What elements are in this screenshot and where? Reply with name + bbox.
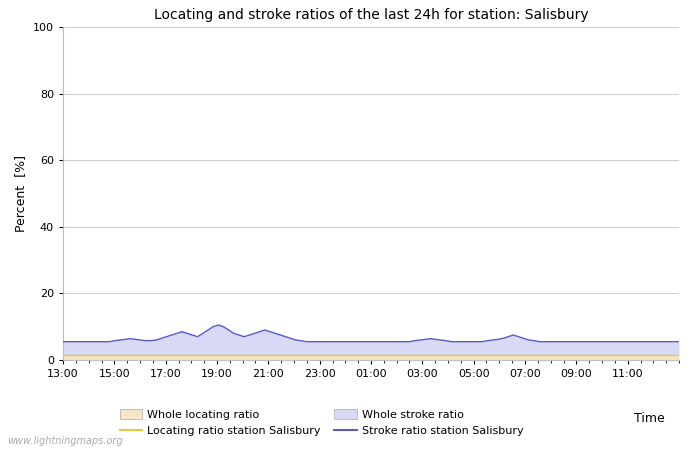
Text: www.lightningmaps.org: www.lightningmaps.org xyxy=(7,436,122,446)
Text: Time: Time xyxy=(634,412,665,425)
Legend: Whole locating ratio, Locating ratio station Salisbury, Whole stroke ratio, Stro: Whole locating ratio, Locating ratio sta… xyxy=(120,409,524,436)
Y-axis label: Percent  [%]: Percent [%] xyxy=(15,155,27,232)
Title: Locating and stroke ratios of the last 24h for station: Salisbury: Locating and stroke ratios of the last 2… xyxy=(154,8,588,22)
